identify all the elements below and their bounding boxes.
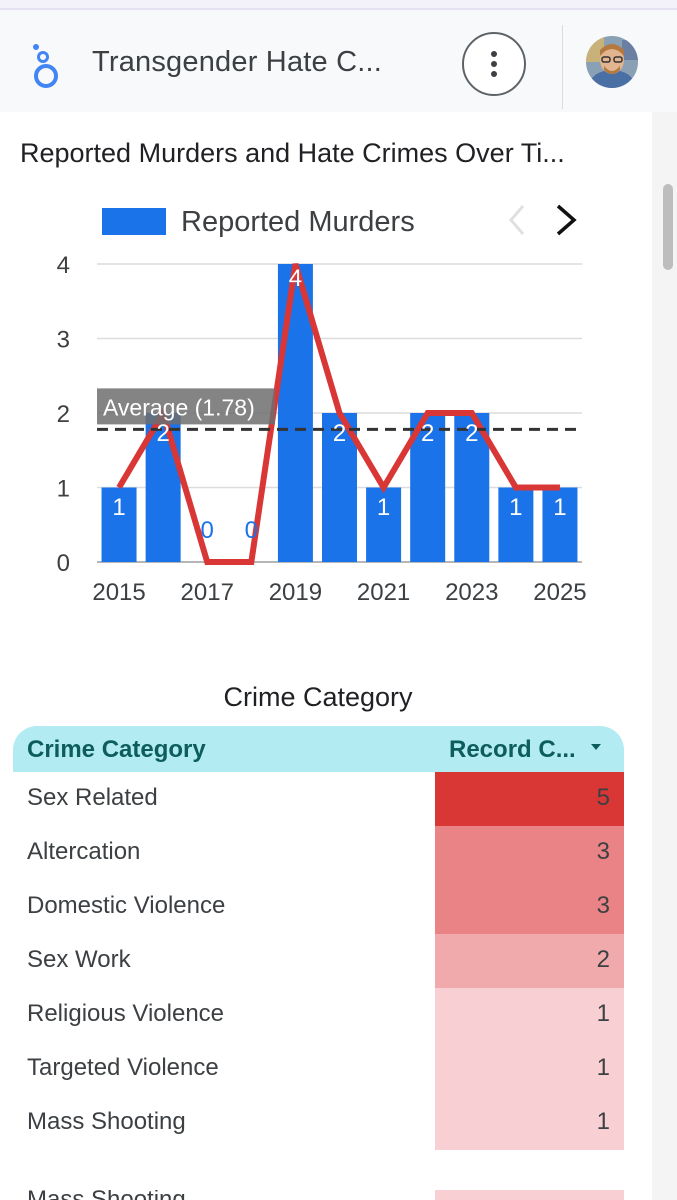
row-count: 2 — [596, 946, 610, 973]
more-vert-icon — [491, 51, 497, 57]
legend-swatch — [102, 208, 166, 235]
y-tick-label: 4 — [57, 252, 70, 279]
row-count-cell — [435, 1190, 624, 1200]
row-category: Mass Shooting — [27, 1190, 186, 1200]
row-count: 1 — [596, 1108, 610, 1135]
row-count: 5 — [596, 784, 610, 811]
row-category: Sex Work — [27, 946, 131, 973]
chevron-right-icon[interactable] — [556, 204, 577, 236]
data-label: 1 — [377, 494, 390, 521]
header-crime-category[interactable]: Crime Category — [27, 736, 206, 763]
table-row[interactable]: Sex Work 2 — [13, 934, 624, 988]
row-count-cell: 1 — [435, 1042, 624, 1096]
legend-label: Reported Murders — [181, 206, 415, 238]
divider — [562, 25, 563, 109]
bar — [366, 487, 402, 562]
data-label: 0 — [201, 517, 214, 544]
data-label: 2 — [156, 420, 169, 447]
table-row[interactable]: Religious Violence 1 — [13, 988, 624, 1042]
data-label: 4 — [289, 265, 302, 292]
row-count: 3 — [596, 892, 610, 919]
row-category: Mass Shooting — [27, 1108, 186, 1135]
trend-line — [116, 263, 560, 565]
row-category: Domestic Violence — [27, 892, 226, 919]
average-label-bg — [97, 388, 275, 425]
table-row-partial: Mass Shooting — [13, 1190, 624, 1200]
row-count: 3 — [596, 838, 610, 865]
chart-title: Reported Murders and Hate Crimes Over Ti… — [20, 138, 565, 168]
app-title: Transgender Hate C... — [92, 46, 383, 78]
user-avatar[interactable] — [586, 36, 638, 88]
table-title: Crime Category — [223, 682, 413, 712]
scrollbar-thumb[interactable] — [663, 184, 673, 270]
y-tick-label: 2 — [57, 401, 70, 428]
table-row[interactable]: Sex Related 5 — [13, 772, 624, 826]
y-tick-label: 0 — [57, 550, 70, 577]
row-category: Religious Violence — [27, 1000, 225, 1027]
y-tick-label: 3 — [57, 327, 70, 354]
scrollbar-track[interactable] — [652, 112, 677, 1200]
table-row[interactable]: Altercation 3 — [13, 826, 624, 880]
row-count-cell: 1 — [435, 1096, 624, 1150]
x-tick-label: 2023 — [445, 579, 498, 606]
row-category: Sex Related — [27, 784, 158, 811]
bar — [498, 487, 534, 562]
table-header: Crime Category Record C... — [13, 726, 624, 772]
x-tick-label: 2015 — [92, 579, 145, 606]
murders-chart: Reported Murders 0 1 2 3 4 Average (1.78) 1 2 0 0 4… — [57, 204, 587, 606]
x-tick-label: 2021 — [357, 579, 410, 606]
row-count-cell: 5 — [435, 772, 624, 826]
data-label: 0 — [245, 517, 258, 544]
average-label: Average (1.78) — [103, 394, 255, 420]
row-count-cell: 3 — [435, 826, 624, 880]
row-count-cell: 3 — [435, 880, 624, 934]
table-row[interactable]: Targeted Violence 1 — [13, 1042, 624, 1096]
y-tick-label: 1 — [57, 476, 70, 503]
bar — [101, 487, 137, 562]
sort-desc-icon[interactable] — [591, 744, 601, 750]
table-row[interactable]: Domestic Violence 3 — [13, 880, 624, 934]
chevron-left-icon[interactable] — [509, 205, 525, 235]
data-label: 1 — [553, 494, 566, 521]
header-record-count[interactable]: Record C... — [449, 736, 576, 763]
data-label: 2 — [465, 420, 478, 447]
more-options-button[interactable] — [462, 32, 526, 96]
row-count: 1 — [596, 1000, 610, 1027]
table-row[interactable]: Mass Shooting 1 — [13, 1096, 624, 1150]
row-count-cell: 2 — [435, 934, 624, 988]
window-top-border — [0, 0, 677, 10]
data-label: 1 — [509, 494, 522, 521]
row-category: Targeted Violence — [27, 1054, 219, 1081]
x-tick-label: 2017 — [181, 579, 234, 606]
app-bar: Transgender Hate C... — [0, 10, 677, 112]
data-label: 2 — [421, 420, 434, 447]
row-category: Altercation — [27, 838, 141, 865]
row-count: 1 — [596, 1054, 610, 1081]
bar — [542, 487, 578, 562]
data-label: 1 — [112, 494, 125, 521]
x-tick-label: 2019 — [269, 579, 322, 606]
looker-studio-icon[interactable] — [26, 40, 66, 90]
row-count-cell: 1 — [435, 988, 624, 1042]
data-label: 2 — [333, 420, 346, 447]
x-tick-label: 2025 — [533, 579, 586, 606]
